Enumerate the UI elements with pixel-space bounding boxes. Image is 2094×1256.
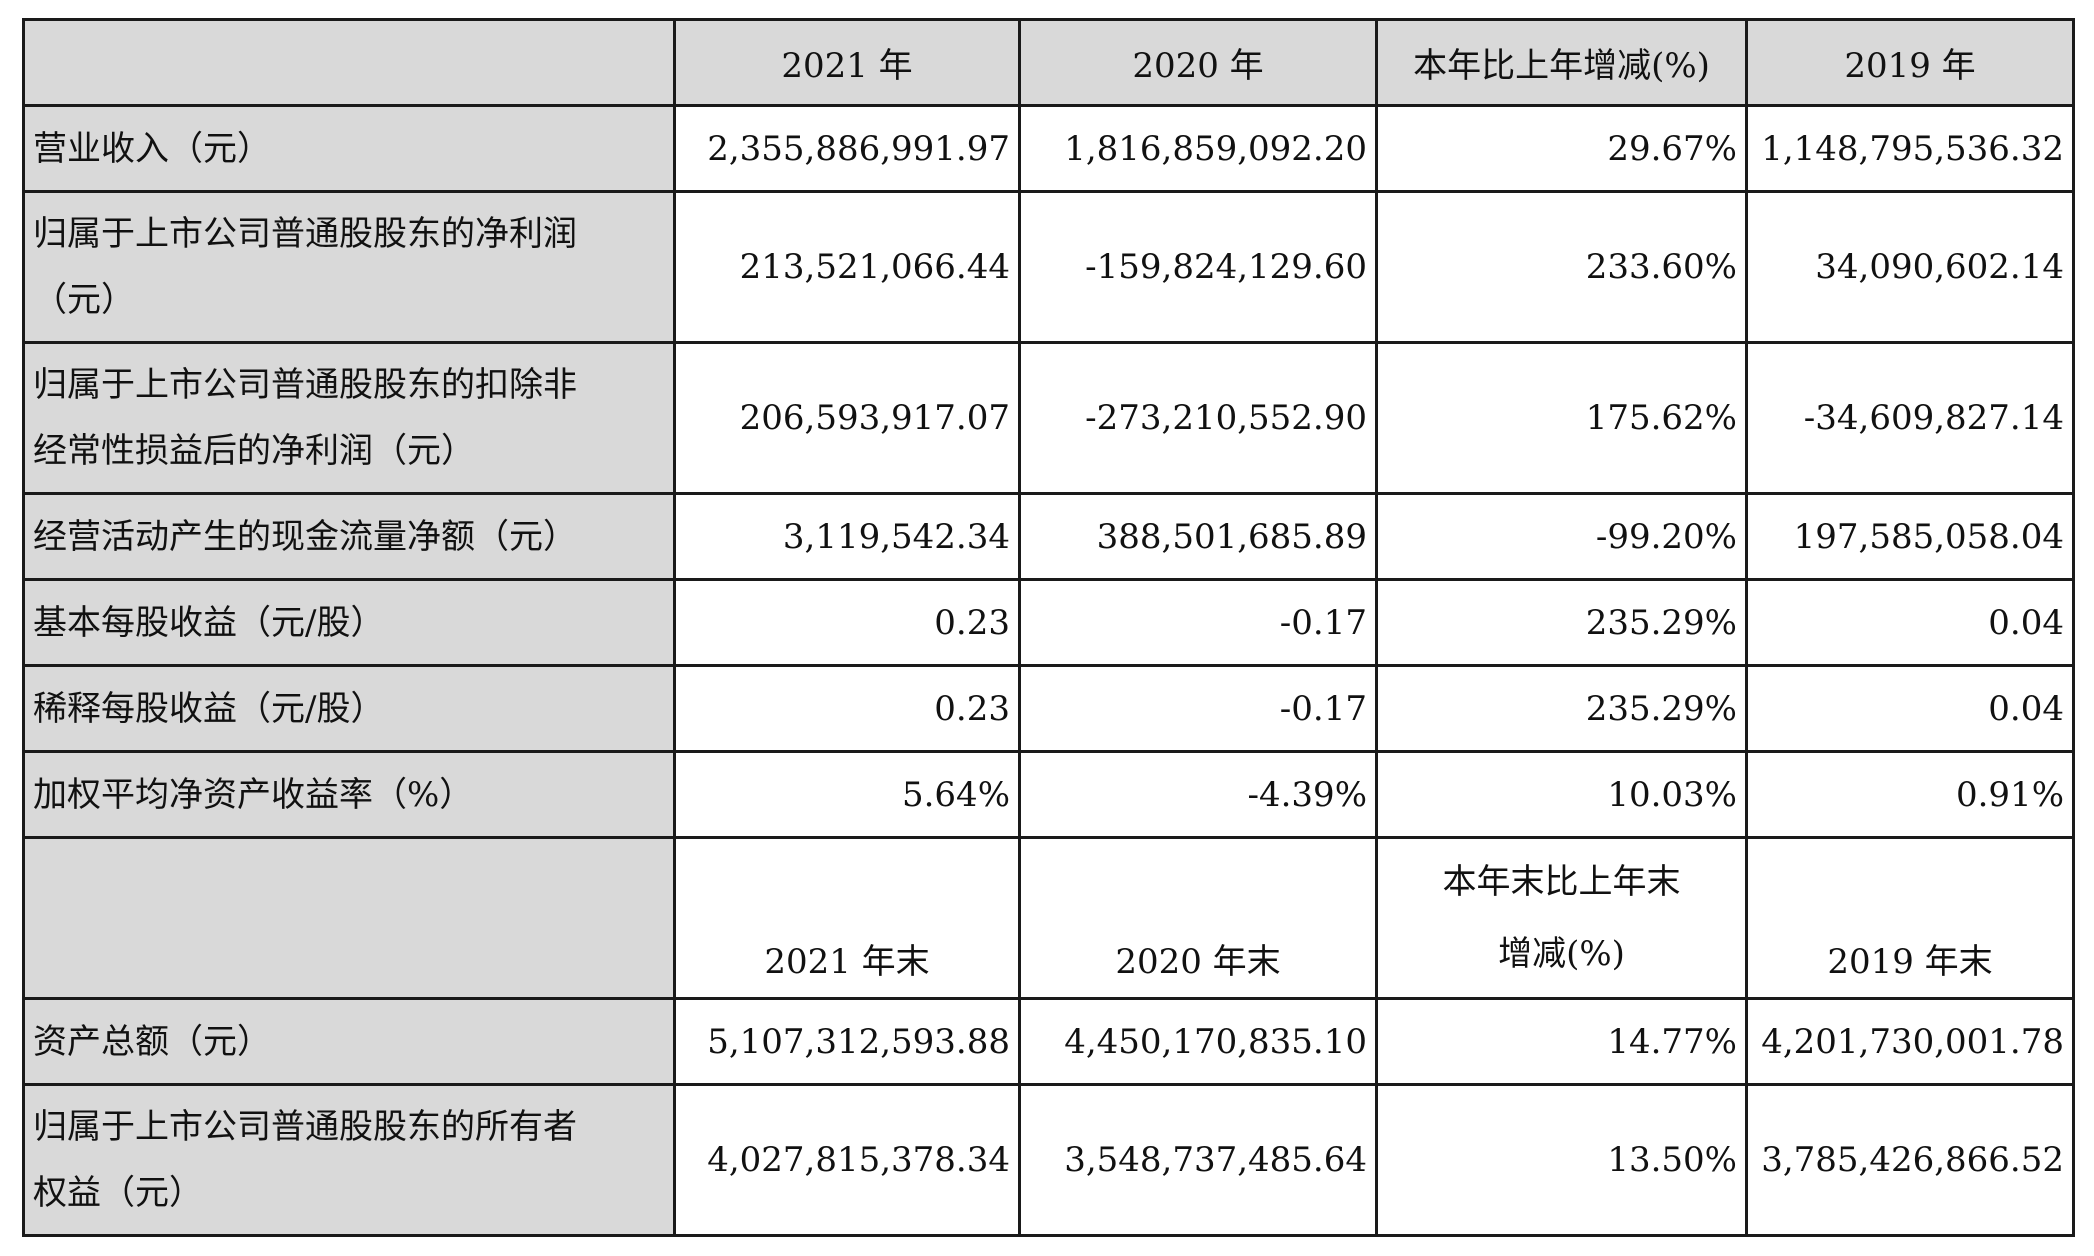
table-row: 归属于上市公司普通股股东的净利润 （元） 213,521,066.44 -159… <box>22 190 2075 344</box>
header-row-annual: 2021 年 2020 年 本年比上年增减(%) 2019 年 <box>22 18 2075 107</box>
value-change: 13.50% <box>1375 1083 1748 1237</box>
row-label-text: 加权平均净资产收益率（%） <box>33 774 474 815</box>
row-label-line1: 归属于上市公司普通股股东的扣除非 <box>33 365 577 405</box>
row-label-text: 营业收入（元） <box>33 128 271 169</box>
table-row: 资产总额（元） 5,107,312,593.88 4,450,170,835.1… <box>22 997 2075 1086</box>
row-label-line2: 经常性损益后的净利润（元） <box>33 431 475 471</box>
key-financial-indicators-table: 2021 年 2020 年 本年比上年增减(%) 2019 年 营业收入（元） … <box>22 18 2075 1237</box>
value-2020: 1,816,859,092.20 <box>1018 104 1378 193</box>
value-2021: 206,593,917.07 <box>673 341 1021 495</box>
row-label: 资产总额（元） <box>22 997 676 1086</box>
value-2020: 3,548,737,485.64 <box>1018 1083 1378 1237</box>
value-2020: -4.39% <box>1018 750 1378 839</box>
value-2019: 0.91% <box>1745 750 2075 839</box>
value-2021: 2,355,886,991.97 <box>673 104 1021 193</box>
value-2019: 197,585,058.04 <box>1745 492 2075 581</box>
financial-table-container: 2021 年 2020 年 本年比上年增减(%) 2019 年 营业收入（元） … <box>22 18 2075 1237</box>
row-label-line2: （元） <box>33 280 135 320</box>
header-blank-cell <box>22 18 676 107</box>
value-2021: 4,027,815,378.34 <box>673 1083 1021 1237</box>
table-row: 基本每股收益（元/股） 0.23 -0.17 235.29% 0.04 <box>22 578 2075 667</box>
table-row: 归属于上市公司普通股股东的扣除非 经常性损益后的净利润（元） 206,593,9… <box>22 341 2075 495</box>
row-label-text: 经营活动产生的现金流量净额（元） <box>33 516 577 557</box>
value-2021: 3,119,542.34 <box>673 492 1021 581</box>
row-label-line1: 归属于上市公司普通股股东的所有者 <box>33 1107 577 1147</box>
table-row: 经营活动产生的现金流量净额（元） 3,119,542.34 388,501,68… <box>22 492 2075 581</box>
row-label: 经营活动产生的现金流量净额（元） <box>22 492 676 581</box>
header-2019: 2019 年 <box>1745 18 2075 107</box>
row-label-line1: 归属于上市公司普通股股东的净利润 <box>33 214 577 254</box>
value-2021: 5,107,312,593.88 <box>673 997 1021 1086</box>
value-2020: 4,450,170,835.10 <box>1018 997 1378 1086</box>
header-blank-cell <box>22 836 676 1000</box>
header-change: 本年比上年增减(%) <box>1375 18 1748 107</box>
value-2021: 0.23 <box>673 664 1021 753</box>
header-change-end-line1: 本年末比上年末 <box>1442 862 1681 902</box>
header-2020-end: 2020 年末 <box>1018 836 1378 1000</box>
header-2021-end: 2021 年末 <box>673 836 1021 1000</box>
row-label: 加权平均净资产收益率（%） <box>22 750 676 839</box>
value-2019: -34,609,827.14 <box>1745 341 2075 495</box>
row-label: 归属于上市公司普通股股东的净利润 （元） <box>22 190 676 344</box>
row-label-text: 资产总额（元） <box>33 1021 271 1062</box>
table-row: 营业收入（元） 2,355,886,991.97 1,816,859,092.2… <box>22 104 2075 193</box>
value-change: 29.67% <box>1375 104 1748 193</box>
value-2020: -0.17 <box>1018 664 1378 753</box>
row-label: 归属于上市公司普通股股东的所有者 权益（元） <box>22 1083 676 1237</box>
row-label-text: 基本每股收益（元/股） <box>33 602 385 643</box>
value-2020: -0.17 <box>1018 578 1378 667</box>
value-2020: -273,210,552.90 <box>1018 341 1378 495</box>
value-2021: 0.23 <box>673 578 1021 667</box>
row-label-text: 稀释每股收益（元/股） <box>33 688 385 729</box>
header-2021: 2021 年 <box>673 18 1021 107</box>
header-2019-end: 2019 年末 <box>1745 836 2075 1000</box>
value-change: 175.62% <box>1375 341 1748 495</box>
value-2019: 4,201,730,001.78 <box>1745 997 2075 1086</box>
value-change: -99.20% <box>1375 492 1748 581</box>
value-2019: 3,785,426,866.52 <box>1745 1083 2075 1237</box>
row-label-line2: 权益（元） <box>33 1173 203 1213</box>
value-2021: 5.64% <box>673 750 1021 839</box>
table-row: 归属于上市公司普通股股东的所有者 权益（元） 4,027,815,378.34 … <box>22 1083 2075 1237</box>
value-change: 235.29% <box>1375 578 1748 667</box>
value-2020: 388,501,685.89 <box>1018 492 1378 581</box>
row-label: 基本每股收益（元/股） <box>22 578 676 667</box>
row-label: 营业收入（元） <box>22 104 676 193</box>
table-row: 加权平均净资产收益率（%） 5.64% -4.39% 10.03% 0.91% <box>22 750 2075 839</box>
header-change-end: 本年末比上年末 增减(%) <box>1375 836 1748 1000</box>
value-2021: 213,521,066.44 <box>673 190 1021 344</box>
value-2020: -159,824,129.60 <box>1018 190 1378 344</box>
table-row: 稀释每股收益（元/股） 0.23 -0.17 235.29% 0.04 <box>22 664 2075 753</box>
value-2019: 34,090,602.14 <box>1745 190 2075 344</box>
value-change: 233.60% <box>1375 190 1748 344</box>
header-change-end-line2: 增减(%) <box>1498 934 1625 974</box>
value-2019: 0.04 <box>1745 578 2075 667</box>
header-2020: 2020 年 <box>1018 18 1378 107</box>
value-change: 235.29% <box>1375 664 1748 753</box>
value-2019: 1,148,795,536.32 <box>1745 104 2075 193</box>
value-change: 10.03% <box>1375 750 1748 839</box>
value-change: 14.77% <box>1375 997 1748 1086</box>
header-row-year-end: 2021 年末 2020 年末 本年末比上年末 增减(%) 2019 年末 <box>22 836 2075 1000</box>
value-2019: 0.04 <box>1745 664 2075 753</box>
row-label: 稀释每股收益（元/股） <box>22 664 676 753</box>
row-label: 归属于上市公司普通股股东的扣除非 经常性损益后的净利润（元） <box>22 341 676 495</box>
